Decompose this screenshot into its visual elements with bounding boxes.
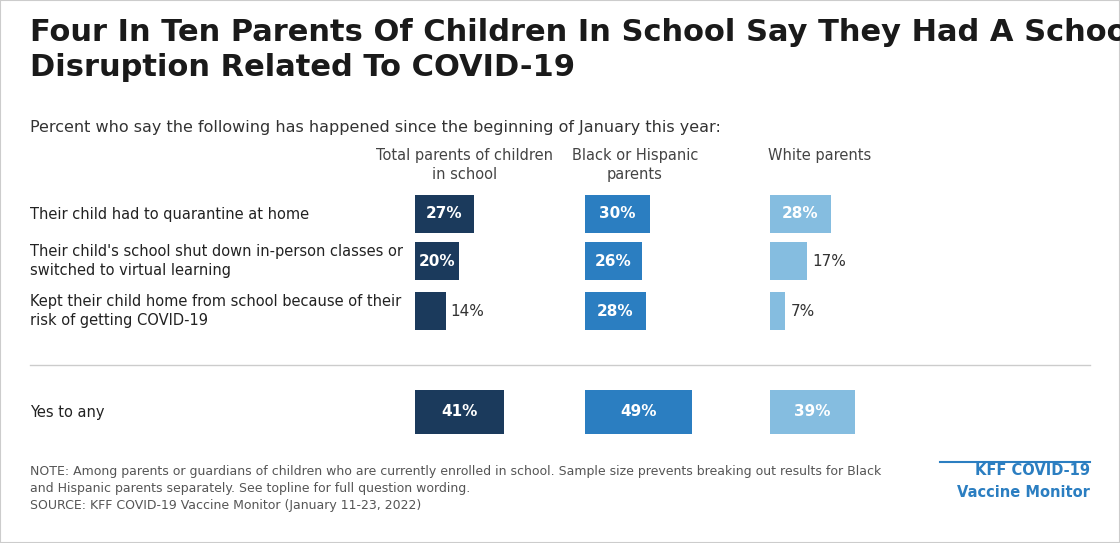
Text: NOTE: Among parents or guardians of children who are currently enrolled in schoo: NOTE: Among parents or guardians of chil… bbox=[30, 465, 881, 512]
Text: 39%: 39% bbox=[794, 405, 831, 420]
Bar bbox=[771, 292, 785, 330]
Bar bbox=[585, 390, 692, 434]
Text: Black or Hispanic
parents: Black or Hispanic parents bbox=[572, 148, 698, 181]
Text: 17%: 17% bbox=[812, 254, 846, 268]
Text: 28%: 28% bbox=[597, 304, 634, 319]
Bar bbox=[771, 195, 831, 233]
Text: KFF COVID-19
Vaccine Monitor: KFF COVID-19 Vaccine Monitor bbox=[958, 463, 1090, 500]
Bar bbox=[416, 242, 458, 280]
Text: 28%: 28% bbox=[782, 206, 819, 222]
Text: 27%: 27% bbox=[426, 206, 463, 222]
Text: 41%: 41% bbox=[441, 405, 478, 420]
Bar bbox=[771, 390, 855, 434]
Text: Yes to any: Yes to any bbox=[30, 405, 104, 420]
Text: 30%: 30% bbox=[599, 206, 636, 222]
Text: Percent who say the following has happened since the beginning of January this y: Percent who say the following has happen… bbox=[30, 120, 721, 135]
Text: White parents: White parents bbox=[768, 148, 871, 163]
Bar bbox=[416, 292, 446, 330]
Text: 26%: 26% bbox=[595, 254, 632, 268]
Bar bbox=[585, 292, 646, 330]
Text: Total parents of children
in school: Total parents of children in school bbox=[376, 148, 553, 181]
Text: 49%: 49% bbox=[620, 405, 656, 420]
Text: 7%: 7% bbox=[791, 304, 814, 319]
Text: Their child's school shut down in-person classes or
switched to virtual learning: Their child's school shut down in-person… bbox=[30, 244, 403, 278]
Bar bbox=[416, 195, 474, 233]
Text: Kept their child home from school because of their
risk of getting COVID-19: Kept their child home from school becaus… bbox=[30, 294, 401, 328]
Bar bbox=[771, 242, 808, 280]
Text: Four In Ten Parents Of Children In School Say They Had A School
Disruption Relat: Four In Ten Parents Of Children In Schoo… bbox=[30, 18, 1120, 82]
Bar bbox=[585, 195, 651, 233]
Bar bbox=[416, 390, 504, 434]
Bar bbox=[585, 242, 642, 280]
Text: Their child had to quarantine at home: Their child had to quarantine at home bbox=[30, 206, 309, 222]
Text: 20%: 20% bbox=[419, 254, 455, 268]
Text: 14%: 14% bbox=[450, 304, 485, 319]
